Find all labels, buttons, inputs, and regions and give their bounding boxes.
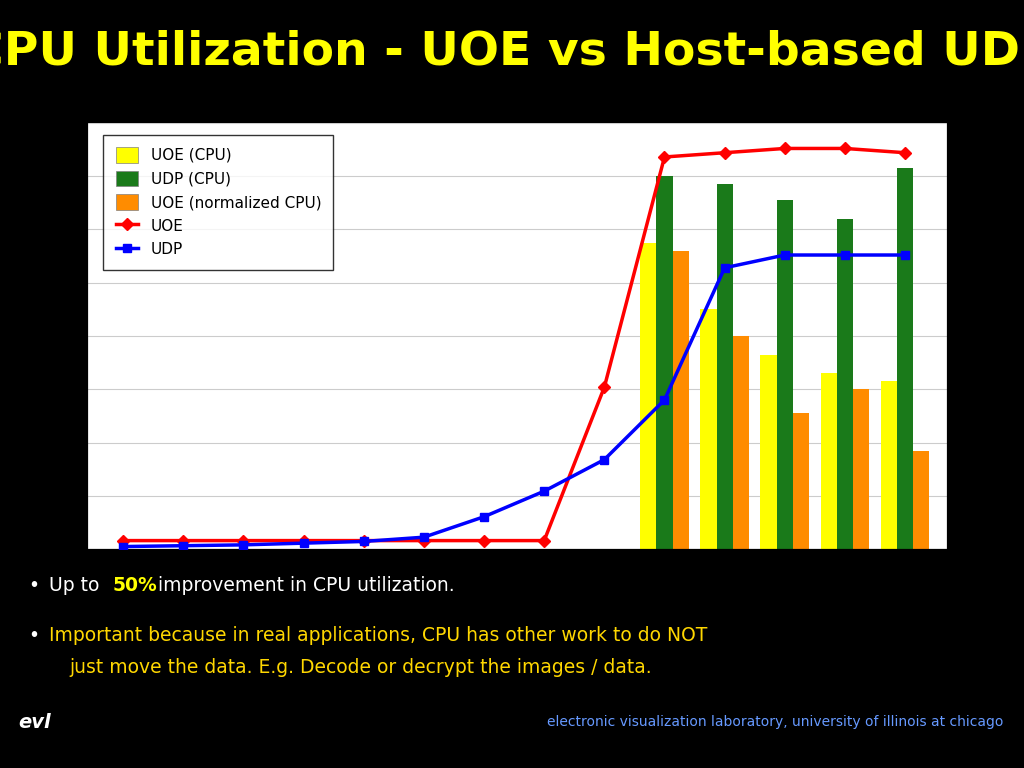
- Bar: [776, 200, 793, 549]
- Title: Throughput - CPU Utilization: Throughput - CPU Utilization: [389, 98, 645, 116]
- Bar: [820, 373, 837, 549]
- X-axis label: Message Size (bytes): Message Size (bytes): [436, 582, 598, 598]
- Bar: [897, 168, 913, 549]
- Bar: [837, 219, 853, 549]
- Text: 50%: 50%: [113, 576, 158, 594]
- Bar: [673, 250, 689, 549]
- Bar: [700, 310, 717, 549]
- Bar: [717, 184, 733, 549]
- Text: Up to: Up to: [49, 576, 105, 594]
- Bar: [640, 243, 656, 549]
- Bar: [913, 451, 930, 549]
- Bar: [656, 176, 673, 549]
- Text: improvement in CPU utilization.: improvement in CPU utilization.: [152, 576, 455, 594]
- Bar: [793, 413, 809, 549]
- Text: •: •: [29, 627, 40, 645]
- Text: •: •: [29, 576, 40, 594]
- Text: Important because in real applications, CPU has other work to do NOT: Important because in real applications, …: [49, 627, 708, 645]
- Bar: [733, 336, 749, 549]
- Y-axis label: CPU Utilization: CPU Utilization: [994, 282, 1010, 390]
- Text: electronic visualization laboratory, university of illinois at chicago: electronic visualization laboratory, uni…: [547, 715, 1004, 730]
- Bar: [761, 355, 776, 549]
- Bar: [853, 389, 869, 549]
- Legend: UOE (CPU), UDP (CPU), UOE (normalized CPU), UOE, UDP: UOE (CPU), UDP (CPU), UOE (normalized CP…: [103, 134, 334, 270]
- Text: CPU Utilization - UOE vs Host-based UDP: CPU Utilization - UOE vs Host-based UDP: [0, 29, 1024, 74]
- Text: evl: evl: [18, 713, 51, 732]
- Bar: [881, 381, 897, 549]
- Text: just move the data. E.g. Decode or decrypt the images / data.: just move the data. E.g. Decode or decry…: [70, 658, 652, 677]
